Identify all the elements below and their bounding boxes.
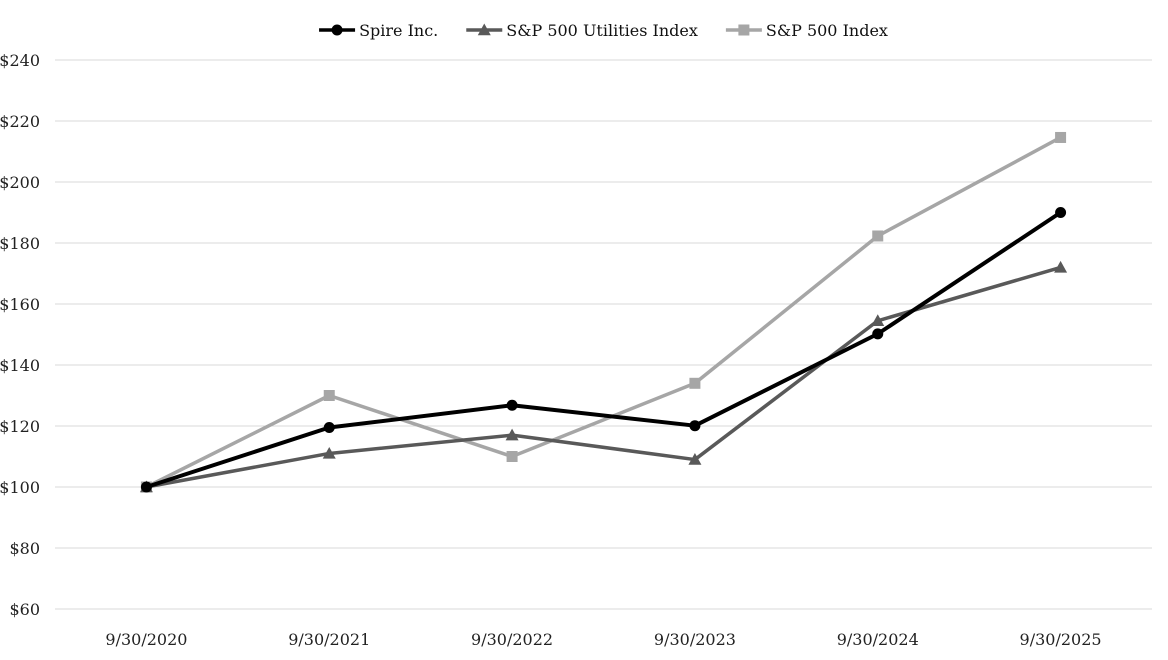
legend-label: S&P 500 Index	[766, 21, 888, 40]
data-point-marker	[322, 446, 336, 459]
data-point-marker	[1054, 260, 1068, 273]
series-lines	[139, 131, 1068, 493]
legend-marker	[331, 24, 343, 36]
series-group	[139, 260, 1068, 493]
data-point-marker	[323, 390, 335, 401]
y-axis-ticks: $60 $80 $100 $120 $140 $160 $180 $200 $220 $240	[0, 51, 40, 619]
data-point-marker	[872, 230, 884, 242]
data-point-marker	[689, 420, 701, 432]
data-point-marker	[323, 422, 335, 434]
x-tick-label: 9/30/2021	[288, 630, 370, 649]
legend: Spire Inc. S&P 500 Utilities Index S&P 500…	[319, 21, 888, 40]
series-line	[146, 265, 1062, 489]
y-tick-label: $60	[9, 600, 40, 619]
legend-item: Spire Inc.	[319, 21, 438, 40]
data-point-marker	[506, 399, 518, 411]
data-point-marker	[1055, 131, 1067, 143]
data-point-marker	[689, 377, 701, 389]
series-group	[140, 207, 1067, 493]
y-tick-label: $120	[0, 417, 40, 436]
gridlines	[55, 59, 1152, 610]
legend-marker	[738, 24, 750, 36]
data-point-marker	[871, 314, 885, 326]
x-axis-ticks: 9/30/2020 9/30/2021 9/30/2022 9/30/2023 9/30…	[105, 630, 1101, 649]
y-tick-label: $200	[0, 173, 40, 192]
series-line	[145, 135, 1062, 489]
data-point-marker	[505, 428, 519, 441]
series-line	[145, 210, 1062, 489]
y-tick-label: $100	[0, 478, 40, 497]
y-tick-label: $140	[0, 356, 40, 375]
x-tick-label: 9/30/2025	[1020, 630, 1102, 649]
x-tick-label: 9/30/2022	[471, 630, 553, 649]
y-tick-label: $160	[0, 295, 40, 314]
y-tick-label: $240	[0, 51, 40, 70]
legend-label: S&P 500 Utilities Index	[506, 21, 698, 40]
legend-label: Spire Inc.	[359, 21, 438, 40]
data-point-marker	[872, 328, 884, 340]
x-tick-label: 9/30/2023	[654, 630, 736, 649]
y-tick-label: $220	[0, 112, 40, 131]
legend-item: S&P 500 Utilities Index	[466, 21, 698, 40]
x-tick-label: 9/30/2020	[105, 630, 187, 649]
x-tick-label: 9/30/2024	[837, 630, 919, 649]
series-group	[140, 131, 1067, 493]
data-point-marker	[140, 481, 152, 493]
legend-marker	[477, 23, 491, 36]
data-point-marker	[688, 453, 702, 465]
y-tick-label: $180	[0, 234, 40, 253]
y-tick-label: $80	[9, 539, 40, 558]
data-point-marker	[506, 451, 518, 462]
data-point-marker	[1055, 207, 1067, 218]
legend-item: S&P 500 Index	[725, 21, 888, 40]
